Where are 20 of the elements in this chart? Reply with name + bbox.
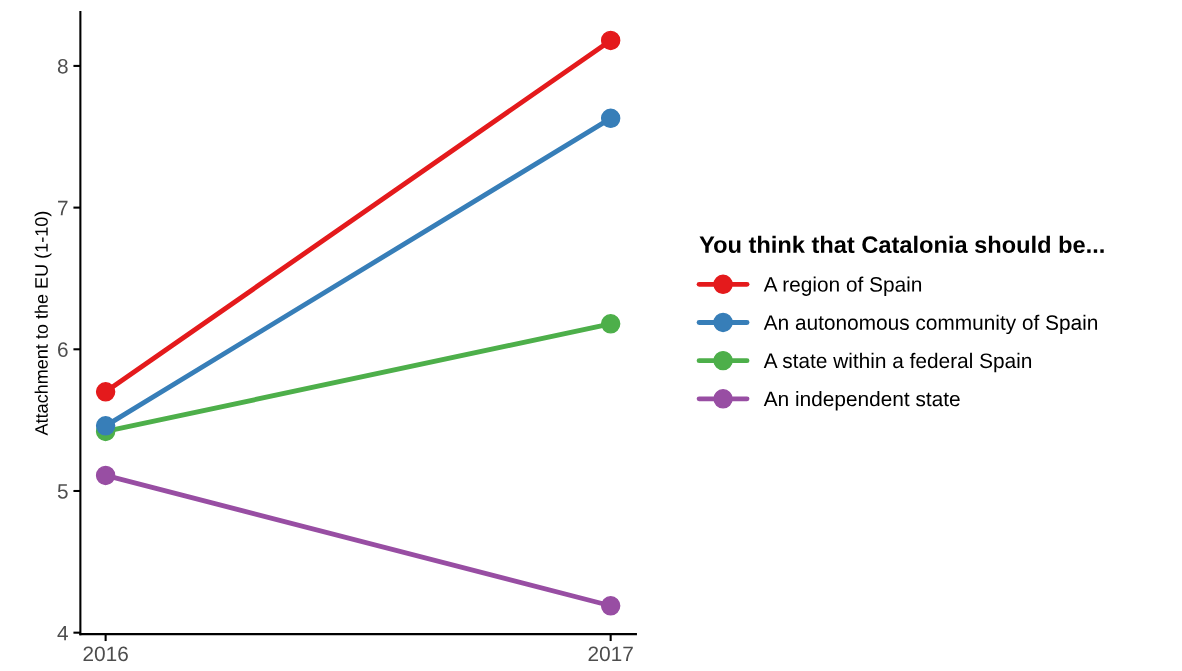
point [600,314,621,334]
y-axis-title: Attachment to the EU (1-10) [34,211,52,436]
legend-label: An independent state [763,391,960,411]
point [95,382,116,402]
point [95,465,116,486]
point [600,108,621,129]
legend-title: You think that Catalonia should be... [699,235,1104,254]
legend-label: A region of Spain [763,276,922,296]
x-tick-label: 2016 [83,646,128,662]
y-tick-label: 4 [57,625,68,641]
y-tick-label: 8 [57,58,68,74]
point [600,596,621,616]
point [600,30,621,51]
point [95,416,116,436]
legend-label: An autonomous community of Spain [763,314,1098,335]
y-tick-label: 6 [58,342,68,358]
y-tick-label: 5 [57,484,68,499]
y-tick-label: 7 [58,200,68,216]
x-tick-label: 2017 [588,646,633,662]
legend-label: A state within a federal Spain [763,352,1032,373]
